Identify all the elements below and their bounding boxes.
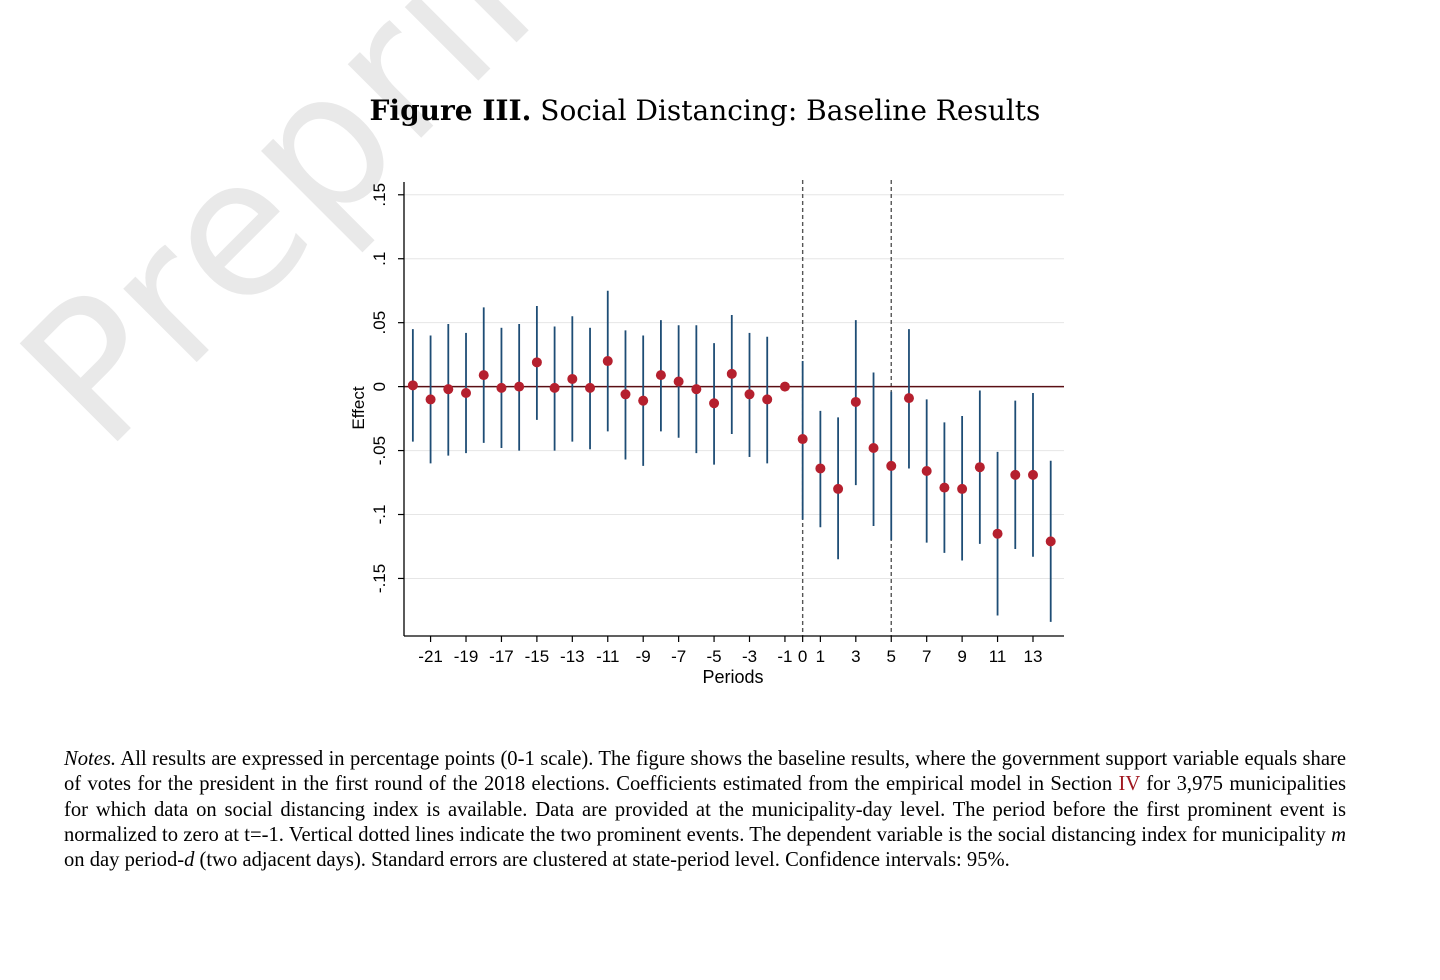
y-tick-label: .1 [370, 252, 389, 266]
x-tick-label: -19 [454, 647, 479, 666]
x-tick-label: 7 [922, 647, 931, 666]
x-tick-label: 5 [887, 647, 896, 666]
confidence-intervals [411, 290, 1052, 622]
x-tick-label: 9 [957, 647, 966, 666]
point-estimate [779, 381, 790, 392]
notes-text-1: All results are expressed in percentage … [64, 748, 1346, 796]
point-estimate [992, 528, 1003, 539]
point-estimate [655, 370, 666, 381]
point-estimate [514, 381, 525, 392]
gridlines [404, 194, 1064, 579]
point-estimate [726, 368, 737, 379]
x-tick-label: -1 [777, 647, 792, 666]
y-tick-label: -.15 [370, 564, 389, 593]
point-estimate [638, 395, 649, 406]
x-tick-label: -7 [671, 647, 686, 666]
notes-text-4: (two adjacent days). Standard errors are… [199, 849, 1010, 872]
event-lines [801, 180, 892, 636]
x-tick-label: 13 [1024, 647, 1043, 666]
x-tick-label: -9 [636, 647, 651, 666]
point-estimate [461, 388, 472, 399]
point-estimate [886, 460, 897, 471]
point-estimate [567, 373, 578, 384]
x-tick-label: -5 [707, 647, 722, 666]
point-estimate [425, 394, 436, 405]
point-estimate [1045, 536, 1056, 547]
point-estimate [443, 384, 454, 395]
y-tick-label: .05 [370, 311, 389, 335]
point-estimate [549, 382, 560, 393]
y-tick-labels: .15 .1 .05 0 -.05 -.1 -.15 [370, 183, 404, 593]
x-tick-label: -15 [525, 647, 550, 666]
x-tick-label: -11 [596, 647, 619, 666]
point-estimate [1027, 469, 1038, 480]
section-link[interactable]: IV [1118, 773, 1140, 796]
point-estimate [620, 389, 631, 400]
y-tick-label: -.1 [370, 505, 389, 525]
point-estimate [709, 398, 720, 409]
axes [403, 182, 1064, 637]
y-axis-label: Effect [349, 386, 368, 429]
var-m: m [1331, 823, 1346, 846]
point-estimate [673, 376, 684, 387]
point-estimate [903, 393, 914, 404]
notes-label: Notes. [64, 748, 117, 770]
point-estimate [957, 483, 968, 494]
event-study-chart: .15.1.050-.05-.1-.15 -21 -19 -17 -15 -13 -11-… [349, 180, 1064, 687]
point-estimate [691, 384, 702, 395]
point-estimate [850, 396, 861, 407]
point-estimate [1010, 469, 1021, 480]
x-axis-label: Periods [702, 667, 763, 687]
var-d: d [184, 849, 195, 872]
x-tick-label: 1 [816, 647, 825, 666]
point-estimate [531, 357, 542, 368]
point-estimate [602, 356, 613, 367]
point-estimate [585, 382, 596, 393]
point-estimate [815, 463, 826, 474]
figure-label: Figure III. [369, 94, 532, 127]
point-estimate [478, 370, 489, 381]
point-estimate [797, 434, 808, 445]
point-estimate [868, 443, 879, 454]
figure-title: Figure III. Social Distancing: Baseline … [0, 94, 1410, 127]
point-estimate [762, 394, 773, 405]
notes-text-3: on day period- [64, 849, 185, 872]
point-estimate [939, 482, 950, 493]
y-tick-label: -.05 [370, 436, 389, 465]
x-tick-label: -13 [560, 647, 585, 666]
notes-text-2: for 3,975 municipalities for which data … [64, 773, 1346, 846]
x-tick-label: -21 [418, 647, 443, 666]
point-estimate [496, 382, 507, 393]
point-estimate [974, 462, 985, 473]
y-tick-label: .15 [370, 183, 389, 207]
x-tick-labels: -21 -19 -17 -15 -13 -11 -9 -7 -5 -3 -1 0 1 3 5 7 9 11 13 [418, 636, 1042, 666]
point-estimate [833, 483, 844, 494]
figure-caption-title: Social Distancing: Baseline Results [540, 94, 1041, 127]
x-tick-label: 3 [851, 647, 860, 666]
point-estimates [407, 356, 1056, 547]
figure-notes: Notes. All results are expressed in perc… [64, 747, 1346, 873]
x-tick-label: -3 [742, 647, 757, 666]
point-estimate [744, 389, 755, 400]
x-tick-label: -17 [489, 647, 514, 666]
y-tick-label: 0 [370, 382, 389, 391]
point-estimate [921, 466, 932, 477]
point-estimate [407, 380, 418, 391]
x-tick-label: 0 [798, 647, 807, 666]
x-tick-label: 11 [989, 647, 1007, 666]
